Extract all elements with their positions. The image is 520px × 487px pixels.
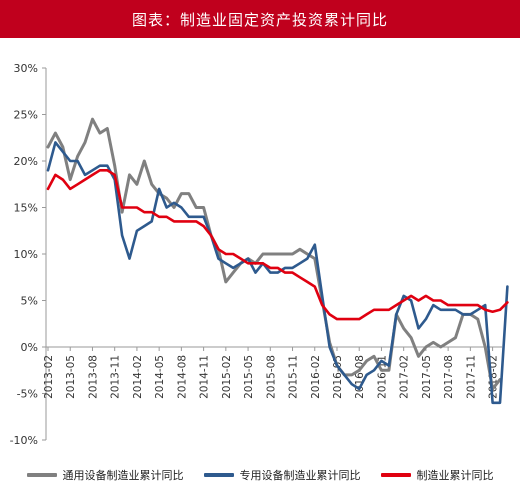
x-tick-label: 2014-08: [176, 355, 188, 399]
legend-item-general-equipment: 通用设备制造业累计同比: [26, 467, 184, 483]
legend-swatch-general-equipment: [26, 473, 57, 477]
y-tick-label: -5%: [17, 388, 38, 401]
legend-swatch-manufacturing: [380, 473, 411, 477]
x-tick-label: 2016-05: [332, 355, 344, 399]
x-tick-label: 2017-11: [465, 355, 477, 399]
legend-label-special-equipment: 专用设备制造业累计同比: [239, 469, 361, 482]
chart-title: 图表：制造业固定资产投资累计同比: [0, 0, 520, 38]
x-tick-label: 2015-02: [221, 355, 233, 399]
legend-item-manufacturing: 制造业累计同比: [380, 467, 494, 483]
x-tick-label: 2017-02: [399, 355, 411, 399]
x-tick-label: 2015-05: [243, 355, 255, 399]
legend-item-special-equipment: 专用设备制造业累计同比: [203, 467, 361, 483]
legend-label-manufacturing: 制造业累计同比: [416, 469, 494, 482]
legend-label-general-equipment: 通用设备制造业累计同比: [62, 469, 184, 482]
x-tick-label: 2017-08: [443, 355, 455, 399]
x-tick-label: 2014-05: [154, 355, 166, 399]
legend-swatch-special-equipment: [203, 473, 234, 477]
y-tick-label: 5%: [21, 295, 38, 308]
series-line-1: [46, 117, 502, 391]
x-tick-label: 2013-08: [87, 355, 99, 399]
x-tick-label: 2013-05: [65, 355, 77, 399]
x-tick-label: 2015-08: [265, 355, 277, 399]
y-tick-label: 30%: [14, 62, 38, 75]
y-tick-label: 20%: [14, 155, 38, 168]
chart-legend: 通用设备制造业累计同比 专用设备制造业累计同比 制造业累计同比: [0, 464, 520, 486]
y-tick-label: 25%: [14, 109, 38, 122]
x-tick-label: 2016-02: [310, 355, 322, 399]
series-line-2: [46, 141, 509, 405]
x-tick-label: 2013-11: [110, 355, 122, 399]
y-tick-label: -10%: [10, 434, 38, 447]
x-tick-label: 2017-05: [421, 355, 433, 399]
x-tick-label: 2013-02: [43, 355, 55, 399]
y-tick-label: 10%: [14, 248, 38, 261]
x-tick-label: 2014-11: [199, 355, 211, 399]
line-chart: -10% -5% 0% 5% 10% 15% 20% 25% 30% 2013-02 2013-05…: [10, 62, 509, 447]
y-tick-label: 15%: [14, 202, 38, 215]
x-tick-label: 2015-11: [288, 355, 300, 399]
x-tick-label: 2014-02: [132, 355, 144, 399]
series-line-3: [46, 169, 509, 321]
y-tick-label: 0%: [21, 341, 38, 354]
